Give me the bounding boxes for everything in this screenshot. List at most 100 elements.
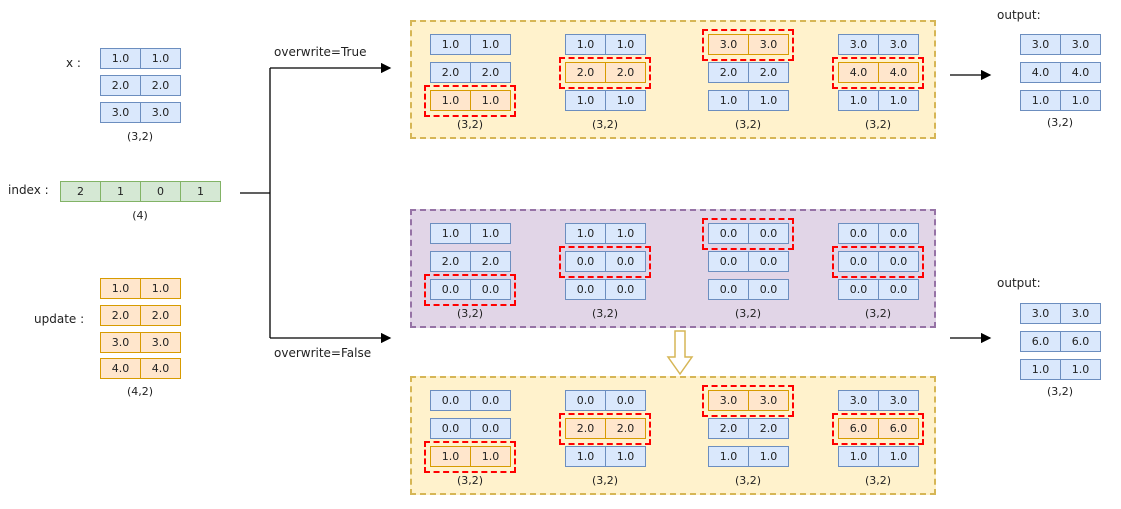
step-shape: (3,2) bbox=[864, 474, 892, 487]
output-cell: 3.0 bbox=[1060, 303, 1101, 324]
update-cell: 3.0 bbox=[100, 332, 141, 353]
highlighted-cell: 2.0 bbox=[565, 62, 606, 83]
highlighted-cell: 3.0 bbox=[708, 34, 749, 55]
update-cell: 3.0 bbox=[140, 332, 181, 353]
highlight-box bbox=[559, 246, 651, 278]
tensor-cell: 1.0 bbox=[878, 90, 919, 111]
overwrite-false-label: overwrite=False bbox=[274, 346, 372, 360]
tensor-cell: 1.0 bbox=[605, 223, 646, 244]
step-shape: (3,2) bbox=[456, 307, 484, 320]
tensor-cell: 1.0 bbox=[878, 446, 919, 467]
step-shape: (3,2) bbox=[591, 474, 619, 487]
tensor-cell: 0.0 bbox=[470, 418, 511, 439]
output-cell: 4.0 bbox=[1060, 62, 1101, 83]
output-cell: 1.0 bbox=[1060, 359, 1101, 380]
tensor-cell: 2.0 bbox=[470, 62, 511, 83]
tensor-cell: 1.0 bbox=[748, 90, 789, 111]
highlight-box bbox=[832, 413, 924, 445]
index-cell: 1 bbox=[180, 181, 221, 202]
highlight-box bbox=[424, 274, 516, 306]
tensor-cell: 1.0 bbox=[838, 90, 879, 111]
output-cell: 3.0 bbox=[1020, 303, 1061, 324]
highlighted-cell: 3.0 bbox=[708, 390, 749, 411]
highlight-box bbox=[559, 57, 651, 89]
tensor-cell: 0.0 bbox=[430, 418, 471, 439]
tensor-cell: 1.0 bbox=[565, 90, 606, 111]
tensor-cell: 1.0 bbox=[605, 90, 646, 111]
step-shape: (3,2) bbox=[456, 118, 484, 131]
tensor-cell: 0.0 bbox=[838, 279, 879, 300]
output-cell: 1.0 bbox=[1020, 359, 1061, 380]
tensor-cell: 3.0 bbox=[838, 34, 879, 55]
step-shape: (3,2) bbox=[734, 118, 762, 131]
output-cell: 3.0 bbox=[1060, 34, 1101, 55]
output-cell: 1.0 bbox=[1060, 90, 1101, 111]
highlighted-cell: 0.0 bbox=[748, 223, 789, 244]
tensor-cell: 1.0 bbox=[565, 223, 606, 244]
x-cell: 2.0 bbox=[140, 75, 181, 96]
overwrite-true-label: overwrite=True bbox=[274, 45, 367, 59]
tensor-cell: 0.0 bbox=[748, 279, 789, 300]
output-label: output: bbox=[997, 276, 1041, 290]
x-cell: 3.0 bbox=[100, 102, 141, 123]
tensor-cell: 1.0 bbox=[565, 34, 606, 55]
step-shape: (3,2) bbox=[734, 474, 762, 487]
x-cell: 1.0 bbox=[100, 48, 141, 69]
step-shape: (3,2) bbox=[591, 307, 619, 320]
tensor-cell: 2.0 bbox=[708, 418, 749, 439]
highlighted-cell: 2.0 bbox=[605, 62, 646, 83]
x-label: x : bbox=[66, 56, 81, 70]
highlighted-cell: 4.0 bbox=[878, 62, 919, 83]
x-cell: 1.0 bbox=[140, 48, 181, 69]
highlighted-cell: 1.0 bbox=[430, 90, 471, 111]
tensor-cell: 0.0 bbox=[470, 390, 511, 411]
x-cell: 3.0 bbox=[140, 102, 181, 123]
highlighted-cell: 6.0 bbox=[878, 418, 919, 439]
highlight-box bbox=[702, 385, 794, 417]
tensor-cell: 0.0 bbox=[748, 251, 789, 272]
highlight-box bbox=[832, 57, 924, 89]
highlighted-cell: 0.0 bbox=[470, 279, 511, 300]
index-label: index : bbox=[8, 183, 49, 197]
tensor-cell: 2.0 bbox=[708, 62, 749, 83]
tensor-cell: 1.0 bbox=[605, 34, 646, 55]
highlighted-cell: 1.0 bbox=[470, 90, 511, 111]
tensor-cell: 2.0 bbox=[430, 251, 471, 272]
tensor-cell: 1.0 bbox=[708, 446, 749, 467]
update-label: update : bbox=[34, 312, 85, 326]
index-cell: 2 bbox=[60, 181, 101, 202]
tensor-cell: 1.0 bbox=[708, 90, 749, 111]
tensor-cell: 1.0 bbox=[470, 34, 511, 55]
output-label: output: bbox=[997, 8, 1041, 22]
update-cell: 4.0 bbox=[140, 358, 181, 379]
highlighted-cell: 1.0 bbox=[470, 446, 511, 467]
highlight-box bbox=[702, 29, 794, 61]
x-shape: (3,2) bbox=[126, 130, 154, 143]
index-cell: 0 bbox=[140, 181, 181, 202]
highlighted-cell: 1.0 bbox=[430, 446, 471, 467]
step-shape: (3,2) bbox=[591, 118, 619, 131]
highlighted-cell: 0.0 bbox=[878, 251, 919, 272]
update-cell: 4.0 bbox=[100, 358, 141, 379]
tensor-cell: 0.0 bbox=[565, 390, 606, 411]
tensor-cell: 1.0 bbox=[430, 34, 471, 55]
update-shape: (4,2) bbox=[126, 385, 154, 398]
update-cell: 2.0 bbox=[100, 305, 141, 326]
highlighted-cell: 3.0 bbox=[748, 34, 789, 55]
step-shape: (3,2) bbox=[456, 474, 484, 487]
highlight-box bbox=[832, 246, 924, 278]
highlight-box bbox=[559, 413, 651, 445]
output-shape: (3,2) bbox=[1046, 385, 1074, 398]
tensor-cell: 0.0 bbox=[430, 390, 471, 411]
tensor-cell: 0.0 bbox=[708, 251, 749, 272]
highlighted-cell: 3.0 bbox=[748, 390, 789, 411]
tensor-cell: 3.0 bbox=[878, 390, 919, 411]
tensor-cell: 3.0 bbox=[838, 390, 879, 411]
highlight-box bbox=[424, 441, 516, 473]
highlighted-cell: 0.0 bbox=[838, 251, 879, 272]
tensor-cell: 0.0 bbox=[878, 223, 919, 244]
tensor-cell: 1.0 bbox=[748, 446, 789, 467]
output-cell: 3.0 bbox=[1020, 34, 1061, 55]
tensor-cell: 2.0 bbox=[748, 62, 789, 83]
